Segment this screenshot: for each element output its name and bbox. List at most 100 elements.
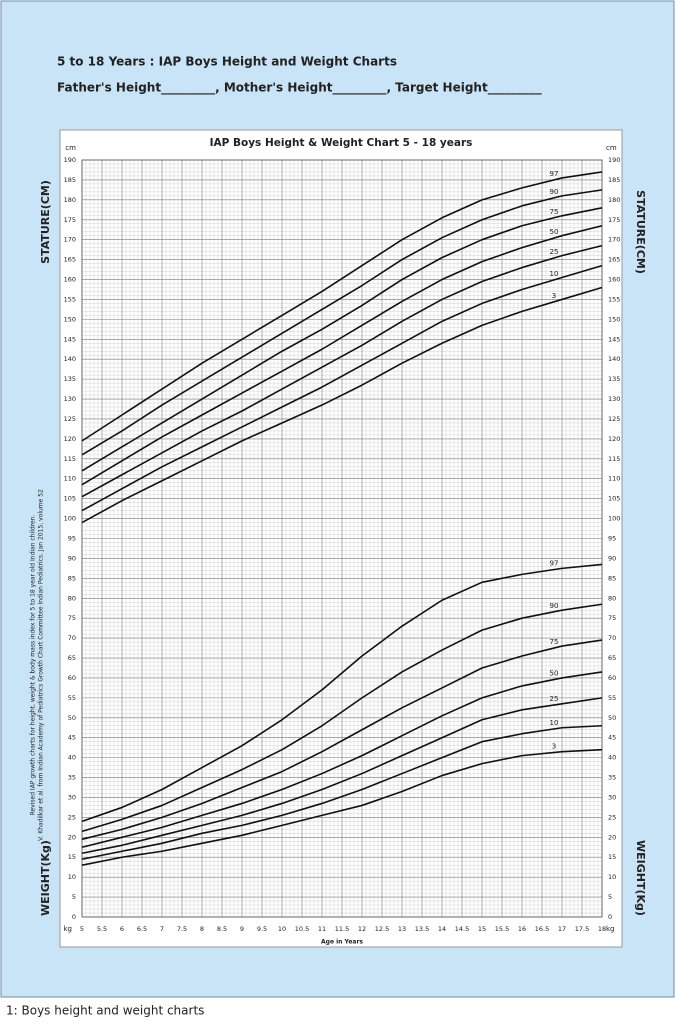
percentile-label: 90 xyxy=(550,188,559,196)
percentile-line xyxy=(81,563,603,823)
percentile-label: 3 xyxy=(552,292,556,300)
percentile-line xyxy=(81,671,603,849)
x-tick-label: 14.5 xyxy=(455,925,469,933)
y-tick-label: 175 xyxy=(64,216,76,224)
x-tick-label: 6 xyxy=(120,925,124,933)
y-tick-label: 170 xyxy=(64,236,76,244)
percentile-line xyxy=(81,639,603,841)
y-tick-label: 105 xyxy=(64,495,76,503)
y-tick-label: 15 xyxy=(608,853,616,861)
x-tick-label: 7 xyxy=(160,925,164,933)
y-tick-label: 60 xyxy=(608,674,616,682)
x-tick-label: 16 xyxy=(518,925,526,933)
page-title: 5 to 18 Years : IAP Boys Height and Weig… xyxy=(57,55,397,69)
y-tick-label: 120 xyxy=(64,435,76,443)
y-tick-label: 135 xyxy=(608,375,620,383)
percentile-label: 25 xyxy=(550,695,559,703)
x-tick-label: 7.5 xyxy=(177,925,187,933)
y-tick-label: 80 xyxy=(68,594,76,602)
unit-label: kg xyxy=(606,925,615,933)
percentile-line xyxy=(81,286,603,524)
x-tick-label: 17.5 xyxy=(575,925,589,933)
y-tick-label: 70 xyxy=(68,634,76,642)
y-tick-label: 80 xyxy=(608,594,616,602)
x-tick-label: 12.5 xyxy=(375,925,389,933)
percentile-line xyxy=(81,171,603,442)
percentile-label: 50 xyxy=(550,670,559,678)
y-tick-label: 45 xyxy=(608,734,616,742)
source-note: V. Khadilkar et al. from Indian Academy … xyxy=(38,489,45,841)
x-tick-label: 6.5 xyxy=(137,925,147,933)
percentile-label: 75 xyxy=(550,208,559,216)
x-tick-label: 18 xyxy=(598,925,606,933)
percentile-label: 97 xyxy=(550,560,559,568)
y-tick-label: 110 xyxy=(64,475,76,483)
y-tick-label: 95 xyxy=(68,535,76,543)
x-tick-label: 15 xyxy=(478,925,486,933)
y-tick-label: 190 xyxy=(64,156,76,164)
y-tick-label: 45 xyxy=(68,734,76,742)
percentile-line xyxy=(81,724,603,861)
y-tick-label: 0 xyxy=(608,913,612,921)
percentile-line xyxy=(81,207,603,472)
form-fields: Father's Height_________, Mother's Heigh… xyxy=(57,81,542,96)
y-tick-label: 40 xyxy=(608,754,616,762)
unit-label: cm xyxy=(65,144,76,152)
y-tick-label: 75 xyxy=(68,614,76,622)
x-tick-label: 8.5 xyxy=(217,925,227,933)
x-tick-label: 12 xyxy=(358,925,366,933)
y-tick-label: 150 xyxy=(608,315,620,323)
y-tick-label: 185 xyxy=(64,176,76,184)
x-tick-label: 10 xyxy=(278,925,286,933)
y-tick-label: 10 xyxy=(608,873,616,881)
y-axis-label: WEIGHT(Kg) xyxy=(634,840,647,916)
percentile-label: 10 xyxy=(550,719,559,727)
y-tick-label: 130 xyxy=(608,395,620,403)
chart-title: IAP Boys Height & Weight Chart 5 - 18 ye… xyxy=(210,137,473,149)
y-tick-label: 70 xyxy=(608,634,616,642)
percentile-line xyxy=(81,697,603,855)
source-note: Revised IAP growth charts for height, we… xyxy=(30,514,37,815)
y-tick-label: 25 xyxy=(68,813,76,821)
percentile-line xyxy=(81,264,603,512)
percentile-line xyxy=(81,603,603,833)
y-tick-label: 145 xyxy=(64,335,76,343)
x-tick-label: 10.5 xyxy=(295,925,309,933)
percentile-line xyxy=(81,224,603,486)
x-tick-label: 14 xyxy=(438,925,446,933)
y-tick-label: 180 xyxy=(608,196,620,204)
y-tick-label: 115 xyxy=(608,455,620,463)
x-tick-label: 13 xyxy=(398,925,406,933)
y-tick-label: 125 xyxy=(608,415,620,423)
y-tick-label: 5 xyxy=(608,893,612,901)
y-tick-label: 100 xyxy=(608,515,620,523)
y-tick-label: 185 xyxy=(608,176,620,184)
unit-label: kg xyxy=(64,925,73,933)
y-tick-label: 65 xyxy=(68,654,76,662)
y-tick-label: 0 xyxy=(72,913,76,921)
y-tick-label: 50 xyxy=(608,714,616,722)
x-axis-label: Age in Years xyxy=(321,939,363,946)
y-tick-label: 140 xyxy=(608,355,620,363)
y-tick-label: 140 xyxy=(64,355,76,363)
x-tick-label: 13.5 xyxy=(415,925,429,933)
y-tick-label: 100 xyxy=(64,515,76,523)
x-tick-label: 15.5 xyxy=(495,925,509,933)
y-tick-label: 155 xyxy=(64,295,76,303)
y-tick-label: 150 xyxy=(64,315,76,323)
y-tick-label: 190 xyxy=(608,156,620,164)
figure-caption: 1: Boys height and weight charts xyxy=(6,1004,204,1018)
x-tick-label: 11 xyxy=(318,925,326,933)
y-tick-label: 135 xyxy=(64,375,76,383)
y-tick-label: 120 xyxy=(608,435,620,443)
x-tick-label: 9.5 xyxy=(257,925,267,933)
y-tick-label: 30 xyxy=(608,793,616,801)
y-tick-label: 110 xyxy=(608,475,620,483)
y-axis-label: WEIGHT(Kg) xyxy=(39,840,52,916)
y-tick-label: 20 xyxy=(608,833,616,841)
y-tick-label: 165 xyxy=(64,256,76,264)
plot-frame xyxy=(81,159,603,918)
x-tick-label: 16.5 xyxy=(535,925,549,933)
